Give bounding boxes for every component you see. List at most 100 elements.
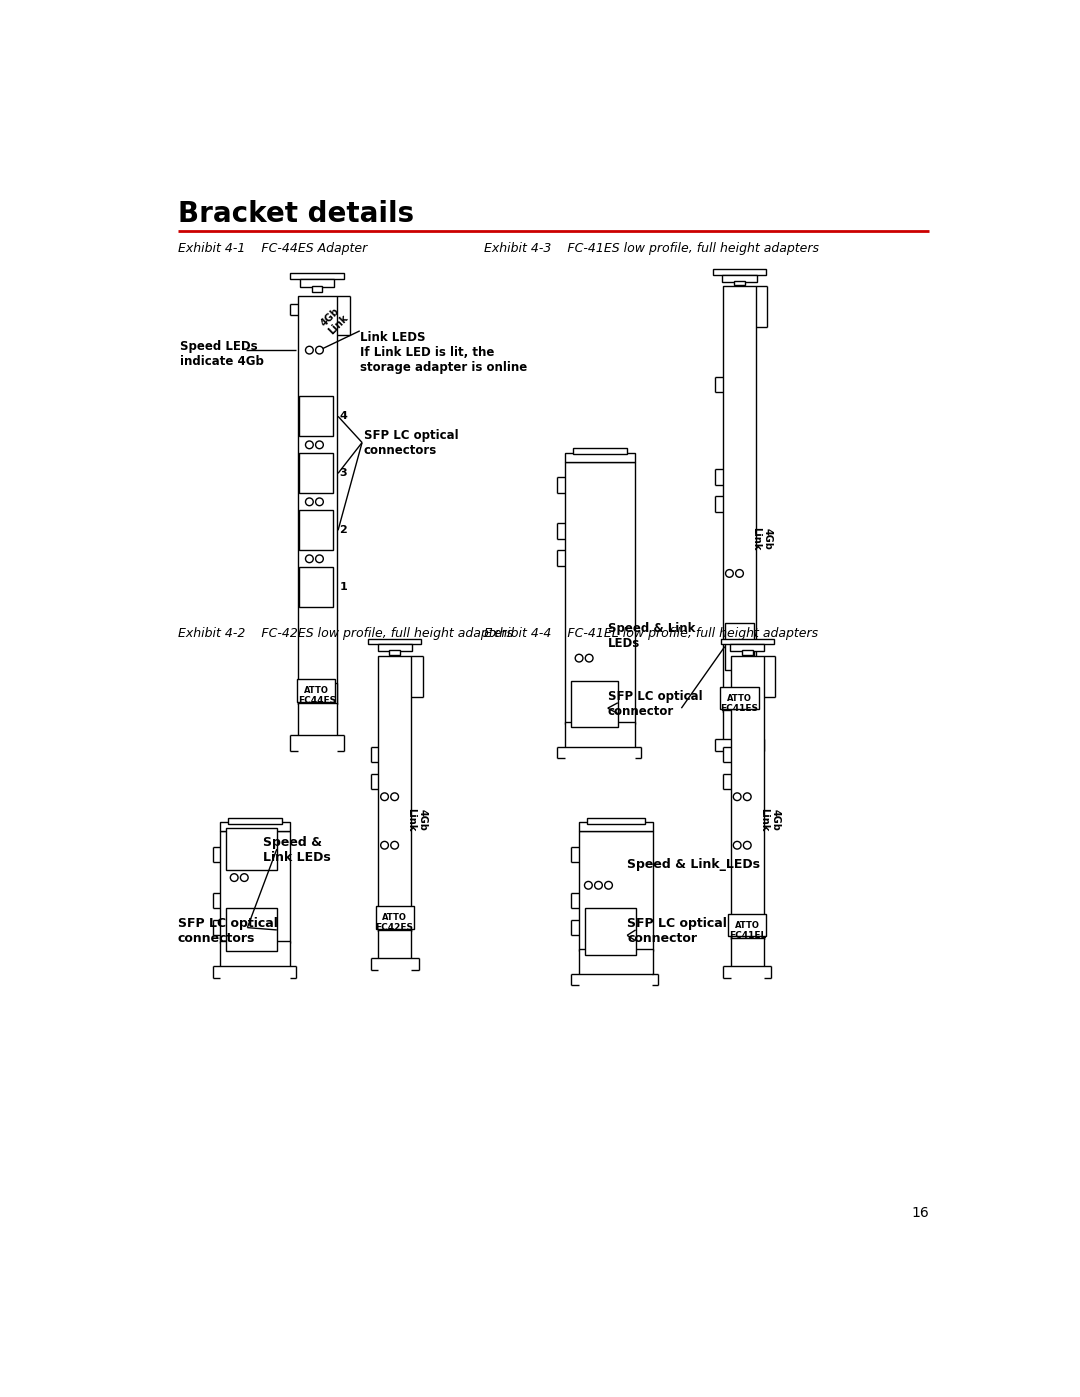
Bar (298, 683, 337, 704)
Text: 4Gb
Link: 4Gb Link (319, 305, 350, 337)
Bar (721, 638, 773, 644)
Circle shape (743, 841, 751, 849)
Circle shape (315, 555, 323, 563)
Bar (299, 510, 334, 550)
Bar (299, 453, 334, 493)
Bar (731, 918, 764, 939)
Bar (730, 644, 765, 651)
Bar (228, 817, 282, 824)
Text: ATTO: ATTO (727, 694, 752, 703)
Circle shape (306, 441, 313, 448)
Circle shape (315, 346, 323, 353)
Text: ATTO: ATTO (303, 686, 328, 694)
Bar (227, 827, 276, 870)
Text: ATTO: ATTO (734, 921, 759, 930)
Text: FC42ES: FC42ES (376, 923, 414, 932)
Circle shape (733, 841, 741, 849)
Text: SFP LC optical
connector: SFP LC optical connector (608, 690, 702, 718)
Bar (586, 817, 645, 824)
Text: Exhibit 4-2    FC-42ES low profile, full height adapters: Exhibit 4-2 FC-42ES low profile, full he… (177, 627, 513, 640)
Bar (724, 286, 756, 712)
Text: Speed & Link_LEDs: Speed & Link_LEDs (627, 858, 760, 872)
Bar (300, 279, 334, 286)
Bar (742, 651, 753, 655)
Circle shape (380, 793, 389, 800)
Circle shape (315, 441, 323, 448)
Circle shape (605, 882, 612, 888)
Bar (299, 567, 334, 608)
Bar (368, 638, 421, 644)
Text: 3: 3 (339, 468, 348, 478)
Circle shape (306, 555, 313, 563)
Circle shape (315, 497, 323, 506)
Text: Speed & Link
LEDs: Speed & Link LEDs (608, 623, 696, 651)
Text: Exhibit 4-4    FC-41EL low profile, full height adapters: Exhibit 4-4 FC-41EL low profile, full he… (484, 627, 818, 640)
Text: FC44ES: FC44ES (298, 696, 336, 705)
Circle shape (743, 793, 751, 800)
Text: Speed &
Link LEDs: Speed & Link LEDs (262, 835, 330, 863)
Text: ATTO: ATTO (382, 914, 407, 922)
Bar (565, 462, 635, 724)
Text: 4Gb
Link: 4Gb Link (752, 527, 773, 550)
Text: 4Gb
Link: 4Gb Link (759, 807, 781, 831)
Bar (731, 937, 764, 967)
Text: Exhibit 4-3    FC-41ES low profile, full height adapters: Exhibit 4-3 FC-41ES low profile, full he… (484, 242, 819, 256)
Bar (585, 908, 636, 954)
Bar (291, 274, 345, 279)
Text: Exhibit 4-1    FC-44ES Adapter: Exhibit 4-1 FC-44ES Adapter (177, 242, 367, 256)
Bar (579, 831, 652, 951)
Circle shape (595, 882, 603, 888)
Text: Link LEDS
If Link LED is lit, the
storage adapter is online: Link LEDS If Link LED is lit, the storag… (360, 331, 527, 374)
Circle shape (380, 841, 389, 849)
Text: Speed LEDs
indicate 4Gb: Speed LEDs indicate 4Gb (180, 339, 264, 367)
Bar (220, 942, 291, 967)
Bar (579, 823, 652, 831)
Bar (724, 690, 756, 712)
Text: SFP LC optical
connectors: SFP LC optical connectors (177, 918, 278, 946)
Bar (571, 682, 618, 728)
Bar (572, 448, 627, 454)
Text: 16: 16 (912, 1206, 930, 1220)
Bar (298, 703, 337, 735)
Text: 2: 2 (339, 525, 348, 535)
Text: Bracket details: Bracket details (177, 200, 414, 228)
Bar (713, 270, 766, 275)
Circle shape (585, 654, 593, 662)
Circle shape (230, 873, 238, 882)
Bar (378, 655, 410, 932)
Bar (312, 286, 322, 292)
Text: FC41ES: FC41ES (720, 704, 758, 712)
Circle shape (241, 873, 248, 882)
Bar (299, 397, 334, 436)
Circle shape (391, 793, 399, 800)
Bar (378, 909, 410, 932)
Circle shape (733, 793, 741, 800)
Text: SFP LC optical
connectors: SFP LC optical connectors (364, 429, 458, 457)
Bar (731, 655, 764, 939)
Text: 4Gb
Link: 4Gb Link (406, 807, 428, 831)
Text: 1: 1 (339, 583, 348, 592)
Bar (220, 823, 291, 831)
Circle shape (584, 882, 592, 888)
Circle shape (735, 570, 743, 577)
Bar (724, 711, 756, 739)
Bar (565, 453, 635, 462)
Bar (389, 651, 400, 655)
Bar (227, 908, 276, 951)
Bar (565, 722, 635, 746)
Circle shape (576, 654, 583, 662)
Circle shape (306, 497, 313, 506)
Bar (378, 930, 410, 958)
Bar (220, 831, 291, 943)
Circle shape (306, 346, 313, 353)
Circle shape (391, 841, 399, 849)
Bar (378, 644, 411, 651)
Bar (725, 623, 754, 669)
Text: FC41EL: FC41EL (729, 930, 766, 940)
Bar (734, 281, 745, 285)
Bar (723, 275, 757, 282)
Bar (579, 949, 652, 974)
Text: SFP LC optical
connector: SFP LC optical connector (627, 918, 727, 946)
Text: 4: 4 (339, 411, 348, 422)
Bar (298, 296, 337, 704)
